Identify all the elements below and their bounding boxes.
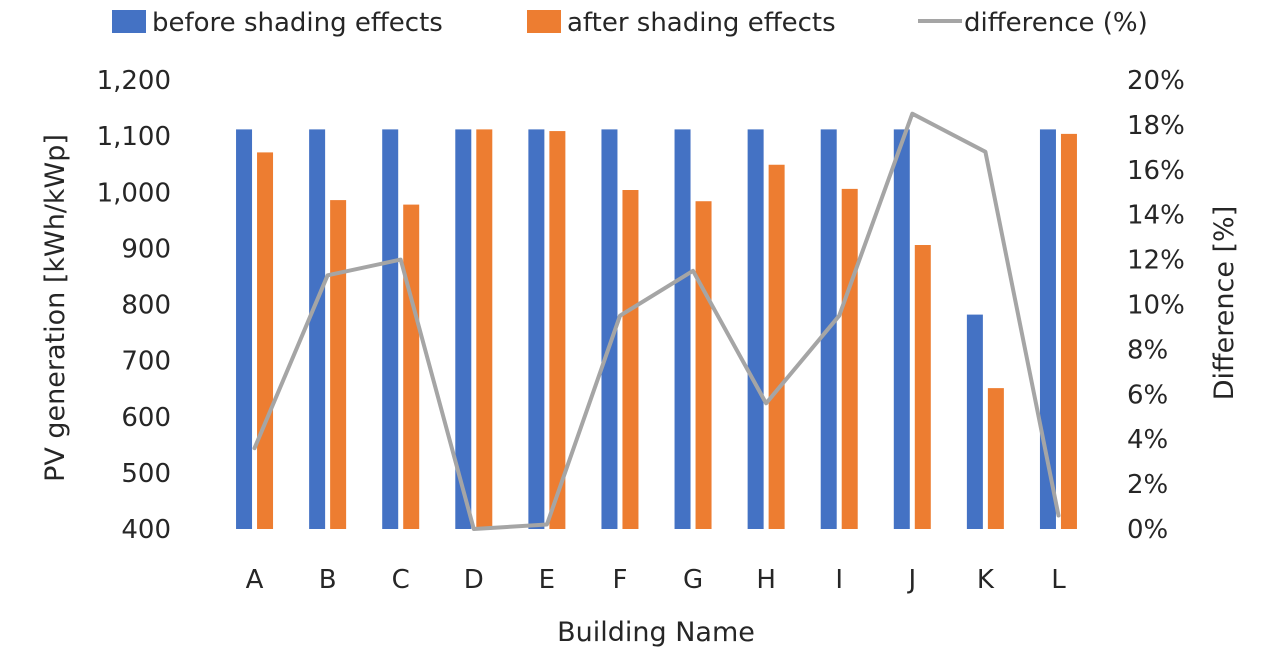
bar-before-A [236,129,253,529]
bar-after-A [257,152,274,529]
legend-item: before shading effects [112,8,443,38]
bar-before-D [455,129,472,529]
y2-tick-label: 14% [1127,201,1185,231]
bar-before-C [382,129,399,529]
legend-label: after shading effects [567,8,836,38]
y-tick-label: 800 [121,291,171,321]
x-tick-label: G [683,565,703,595]
y-tick-label: 1,000 [97,178,171,208]
difference-line-layer [252,111,1061,531]
bar-after-E [549,131,566,530]
bar-after-J [914,245,931,529]
y2-tick-label: 4% [1127,425,1168,455]
bar-before-E [528,129,545,529]
bar-after-C [403,204,420,529]
y-tick-label: 600 [121,403,171,433]
bar-before-J [893,129,910,529]
y2-tick-label: 0% [1127,515,1168,545]
bar-after-G [695,201,712,530]
right-axis-ticks: 0% 2% 4% 6% 8% 10% 12% 14% 16% 18% 20% [1127,66,1185,545]
x-tick-label: L [1051,565,1066,595]
bar-after-L [1060,133,1077,529]
y-tick-label: 900 [121,234,171,264]
x-tick-label: J [906,565,916,595]
y2-tick-label: 18% [1127,111,1185,141]
bar-after-I [841,188,858,529]
bar-before-G [674,129,691,529]
y-tick-label: 700 [121,347,171,377]
legend-swatch [527,10,561,33]
x-tick-label: A [246,565,264,595]
x-tick-label: F [612,565,627,595]
bar-before-B [309,129,326,529]
legend-label: before shading effects [152,8,443,38]
difference-line [252,111,1061,531]
legend-item: after shading effects [527,8,836,38]
y-axis-title: PV generation [kWh/kWp] [40,134,71,482]
x-tick-label: B [319,565,337,595]
x-tick-label: D [464,565,484,595]
bar-before-L [1039,129,1056,529]
left-axis-ticks: 400 500 600 700 800 900 1,000 1,100 1,200 [97,66,171,545]
x-axis-ticks: A B C D E F G H I J K L [246,565,1067,595]
legend-item: difference (%) [918,8,1148,38]
bars [236,129,1077,530]
bar-after-F [622,190,639,529]
y2-tick-label: 20% [1127,66,1185,96]
y2-tick-label: 16% [1127,156,1185,186]
y-tick-label: 1,100 [97,122,171,152]
y2-axis-title: Difference [%] [1209,206,1240,401]
y-tick-label: 400 [121,515,171,545]
x-tick-label: K [977,565,995,595]
x-axis-title: Building Name [557,617,755,648]
legend: before shading effects after shading effe… [112,8,1148,38]
x-tick-label: C [392,565,410,595]
bar-before-H [747,129,764,529]
y2-tick-label: 6% [1127,380,1168,410]
legend-swatch [112,10,146,33]
x-tick-label: E [539,565,555,595]
y2-tick-label: 8% [1127,335,1168,365]
x-tick-label: I [835,565,843,595]
y2-tick-label: 10% [1127,291,1185,321]
bar-after-B [330,200,347,530]
bar-before-F [601,129,618,529]
legend-label: difference (%) [964,8,1148,38]
y-tick-label: 1,200 [97,66,171,96]
bar-after-H [768,164,785,529]
y2-tick-label: 2% [1127,470,1168,500]
bar-after-D [476,129,493,529]
y2-tick-label: 12% [1127,246,1185,276]
bar-after-K [987,388,1004,529]
bar-before-K [966,314,983,529]
y-tick-label: 500 [121,459,171,489]
x-tick-label: H [756,565,776,595]
